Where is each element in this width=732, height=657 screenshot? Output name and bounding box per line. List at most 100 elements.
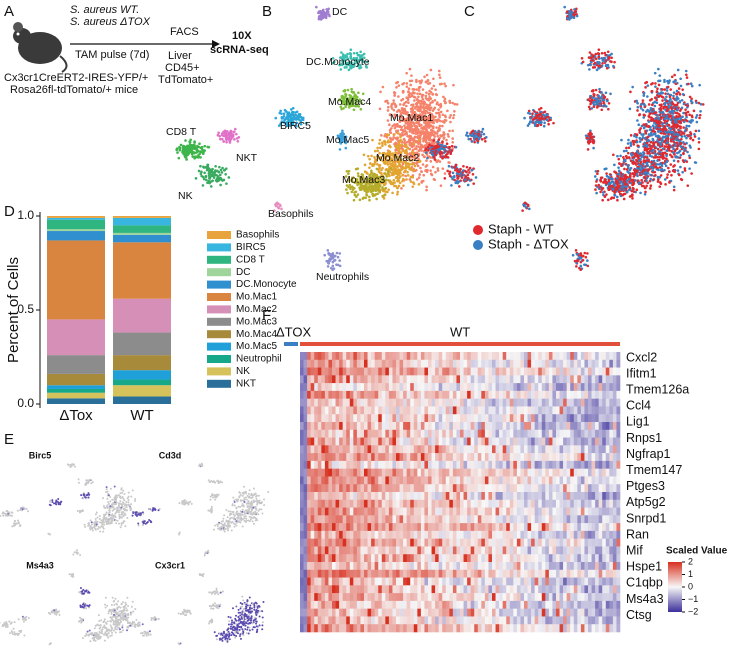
cell-point: [193, 144, 196, 147]
cell-point: [429, 134, 433, 137]
legend-label: Neutrophil: [236, 354, 282, 365]
cell-point: [539, 106, 543, 110]
cell-point: [383, 141, 387, 144]
cell-point: [437, 108, 440, 111]
cell-point: [419, 132, 422, 136]
cell-point: [392, 99, 395, 102]
cell-point: [600, 108, 604, 112]
cell-point: [102, 527, 105, 530]
cell-point: [670, 125, 674, 129]
cell-point: [127, 495, 130, 498]
cell-point: [365, 193, 369, 197]
cell-point: [420, 95, 424, 99]
cell-point: [400, 187, 403, 190]
cell-point: [578, 266, 581, 270]
cell-point: [395, 146, 399, 150]
cell-point: [188, 140, 191, 144]
cell-point: [684, 108, 687, 111]
cell-point: [479, 133, 482, 136]
cell-point: [370, 188, 374, 191]
cell-point: [462, 173, 466, 177]
umap-clusters: DCDC.MonocyteMo.Mac4Mo.Mac1BIRC5Mo.Mac5M…: [166, 5, 459, 283]
cell-point: [198, 142, 201, 146]
cell-point: [398, 164, 402, 167]
cell-point: [639, 152, 643, 155]
cell-point: [649, 119, 653, 122]
cell-point: [17, 521, 20, 524]
cell-point: [667, 132, 670, 136]
cell-point: [402, 89, 405, 93]
pulse-label: TAM pulse (7d): [75, 49, 149, 61]
cell-point: [405, 85, 409, 88]
cell-point: [592, 135, 595, 139]
cell-point: [401, 119, 404, 122]
cell-point: [219, 173, 222, 177]
cell-point: [420, 146, 424, 149]
cell-point: [661, 88, 664, 91]
cell-point: [214, 169, 217, 172]
cell-point: [359, 63, 362, 67]
cell-point: [448, 161, 451, 164]
cell-point: [416, 131, 420, 134]
cell-point: [672, 151, 675, 154]
cell-point: [656, 113, 659, 117]
cell-point: [431, 165, 435, 169]
cell-point: [338, 259, 341, 262]
cell-point: [222, 140, 226, 143]
cell-point: [668, 149, 671, 152]
cell-point: [394, 169, 397, 173]
cell-point: [279, 204, 282, 208]
cell-point: [592, 146, 595, 150]
bar-segment: [113, 242, 171, 299]
cell-point: [82, 497, 85, 500]
cell-point: [404, 166, 407, 169]
cell-point: [87, 480, 90, 483]
cell-point: [356, 167, 360, 170]
cell-point: [669, 153, 672, 157]
cell-point: [594, 188, 597, 191]
cell-point: [125, 506, 128, 509]
cell-point: [591, 89, 595, 93]
cell-point: [670, 173, 673, 177]
cell-point: [178, 145, 181, 149]
cell-point: [328, 258, 332, 262]
cell-point: [659, 128, 662, 131]
cell-point: [660, 95, 664, 99]
cell-point: [398, 181, 402, 185]
cell-point: [196, 144, 199, 148]
cell-point: [411, 174, 415, 177]
cell-point: [364, 64, 368, 68]
cell-point: [232, 130, 236, 134]
cell-point: [689, 146, 692, 149]
cell-point: [113, 485, 116, 488]
cell-point: [612, 64, 615, 68]
cell-point: [260, 508, 263, 511]
cell-point: [361, 60, 365, 63]
cell-point: [681, 88, 684, 91]
cell-point: [417, 95, 420, 99]
cell-point: [346, 88, 350, 92]
cell-point: [317, 17, 321, 20]
cell-point: [338, 63, 341, 67]
cell-point: [636, 144, 640, 147]
cell-point: [435, 120, 439, 124]
cell-point: [432, 177, 436, 181]
cell-point: [635, 159, 639, 163]
cell-point: [674, 111, 677, 115]
cell-point: [430, 173, 434, 177]
cell-point: [611, 177, 614, 181]
cell-point: [376, 192, 380, 196]
cell-point: [353, 62, 356, 65]
cell-point: [623, 175, 627, 178]
cell-point: [701, 103, 705, 106]
cell-point: [338, 264, 342, 268]
cell-point: [395, 110, 399, 113]
cell-point: [380, 134, 383, 137]
cell-point: [380, 141, 384, 144]
cell-point: [130, 495, 133, 498]
cell-point: [134, 497, 137, 500]
cell-point: [465, 133, 468, 137]
cell-point: [625, 185, 629, 188]
method-label: 10X: [232, 30, 252, 42]
